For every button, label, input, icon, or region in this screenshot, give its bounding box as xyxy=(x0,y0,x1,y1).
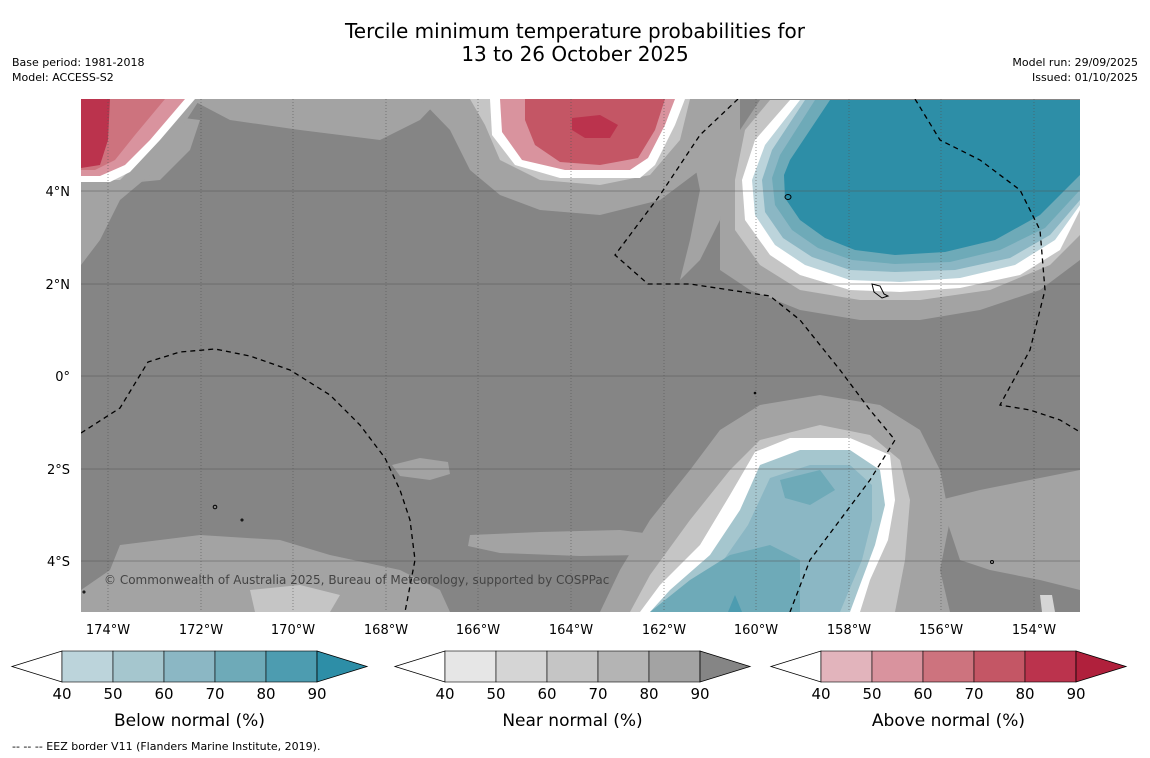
eez-footer-note: -- -- -- EEZ border V11 (Flanders Marine… xyxy=(12,740,321,753)
colorbar-segment xyxy=(163,650,216,683)
colorbar-tick: 70 xyxy=(205,685,224,703)
colorbar-title: Above normal (%) xyxy=(872,711,1025,731)
colorbar-max-arrow xyxy=(699,650,752,683)
island xyxy=(784,194,792,200)
colorbar-tick: 70 xyxy=(588,685,607,703)
colorbar-tick: 50 xyxy=(103,685,122,703)
colorbar-max-arrow xyxy=(1075,650,1128,683)
copyright-notice: © Commonwealth of Australia 2025, Bureau… xyxy=(104,573,609,587)
colorbar-segment xyxy=(495,650,548,683)
near-normal-band-top-right-col xyxy=(680,99,740,280)
colorbar-max-arrow xyxy=(316,650,369,683)
longitude-label: 166°W xyxy=(456,623,500,638)
above-normal-northwest-80 xyxy=(81,99,110,168)
colorbar-tick: 60 xyxy=(537,685,556,703)
colorbar-tick: 80 xyxy=(256,685,275,703)
colorbar-segment xyxy=(1024,650,1077,683)
colorbar-title: Near normal (%) xyxy=(502,711,642,731)
colorbar-tick: 80 xyxy=(1015,685,1034,703)
near-normal-band-south-strip xyxy=(81,535,450,612)
above-normal-north-90 xyxy=(572,115,618,138)
graticule xyxy=(81,99,1080,612)
near-normal-band-lowmid-strip xyxy=(468,530,660,556)
longitude-label: 174°W xyxy=(86,623,130,638)
latitude-label: 2°S xyxy=(47,463,70,478)
colorbar-tick: 60 xyxy=(913,685,932,703)
eez-borders xyxy=(81,99,1080,612)
island xyxy=(240,518,244,522)
near-normal-band-southeast xyxy=(940,470,1080,590)
colorbar-tick: 40 xyxy=(435,685,454,703)
colorbar-title: Below normal (%) xyxy=(114,711,265,731)
latitude-label: 0° xyxy=(55,370,70,385)
colorbar-segment xyxy=(922,650,975,683)
colorbar-tick: 90 xyxy=(307,685,326,703)
eez-border-east xyxy=(914,99,1080,433)
latitude-label: 4°S xyxy=(47,555,70,570)
longitude-label: 158°W xyxy=(827,623,871,638)
colorbar-segment xyxy=(648,650,701,683)
island xyxy=(753,391,757,395)
latitude-label: 4°N xyxy=(46,185,71,200)
base-period: Base period: 1981-2018 xyxy=(12,56,145,69)
colorbar-tick: 90 xyxy=(1066,685,1085,703)
title-line-1: Tercile minimum temperature probabilitie… xyxy=(344,19,806,43)
colorbar-min-arrow xyxy=(769,650,822,683)
latitude-labels: 4°N 2°N 0° 2°S 4°S xyxy=(46,185,71,570)
below-normal-90 xyxy=(784,100,1080,255)
probability-map: © Commonwealth of Australia 2025, Bureau… xyxy=(81,99,1080,612)
model-name: Model: ACCESS-S2 xyxy=(12,71,114,84)
colorbar-tick: 50 xyxy=(486,685,505,703)
model-run: Model run: 29/09/2025 xyxy=(1012,56,1138,69)
longitude-labels: 174°W 172°W 170°W 168°W 166°W 164°W 162°W 160°W… xyxy=(86,623,1056,638)
colorbar: 40 50 60 70 80 90 Near normal (%) xyxy=(393,650,752,731)
colorbar-segment xyxy=(973,650,1026,683)
title-line-2: 13 to 26 October 2025 xyxy=(461,42,689,66)
colorbar-segment xyxy=(820,650,873,683)
island xyxy=(212,504,218,510)
longitude-label: 160°W xyxy=(734,623,778,638)
island xyxy=(82,590,86,594)
colorbar: 40 50 60 70 80 90 Below normal (%) xyxy=(10,650,369,731)
colorbar-tick: 40 xyxy=(811,685,830,703)
island xyxy=(871,283,890,299)
issued-date: Issued: 01/10/2025 xyxy=(1031,71,1138,84)
longitude-label: 156°W xyxy=(919,623,963,638)
colorbar-tick: 60 xyxy=(154,685,173,703)
colorbar-tick: 70 xyxy=(964,685,983,703)
colorbar-min-arrow xyxy=(10,650,63,683)
eez-border-west xyxy=(81,348,416,612)
near-normal-light-south-strip xyxy=(250,585,340,612)
colorbar-segment xyxy=(265,650,318,683)
near-normal-light-east-edge xyxy=(1040,595,1055,612)
colorbar: 40 50 60 70 80 90 Above normal (%) xyxy=(769,650,1128,731)
below-normal-south-80 xyxy=(728,595,742,612)
longitude-label: 162°W xyxy=(642,623,686,638)
island xyxy=(990,560,994,564)
colorbar-segment xyxy=(112,650,165,683)
colorbar-segment xyxy=(597,650,650,683)
colorbar-min-arrow xyxy=(393,650,446,683)
below-normal-south-mid xyxy=(780,470,835,505)
colorbar-segment xyxy=(871,650,924,683)
colorbar-segment xyxy=(444,650,497,683)
colorbar-tick: 90 xyxy=(690,685,709,703)
colorbar-tick: 80 xyxy=(639,685,658,703)
longitude-label: 154°W xyxy=(1012,623,1056,638)
longitude-label: 172°W xyxy=(179,623,223,638)
below-normal-south-70 xyxy=(650,545,800,612)
colorbars: 40 50 60 70 80 90 Below normal (%) 40 50 60 70 80 90… xyxy=(10,650,1128,731)
longitude-label: 170°W xyxy=(271,623,315,638)
colorbar-segment xyxy=(61,650,114,683)
colorbar-segment xyxy=(214,650,267,683)
longitude-label: 168°W xyxy=(364,623,408,638)
latitude-label: 2°N xyxy=(46,278,71,293)
islands xyxy=(82,194,994,594)
colorbar-tick: 40 xyxy=(52,685,71,703)
colorbar-segment xyxy=(546,650,599,683)
longitude-label: 164°W xyxy=(549,623,593,638)
colorbar-tick: 50 xyxy=(862,685,881,703)
